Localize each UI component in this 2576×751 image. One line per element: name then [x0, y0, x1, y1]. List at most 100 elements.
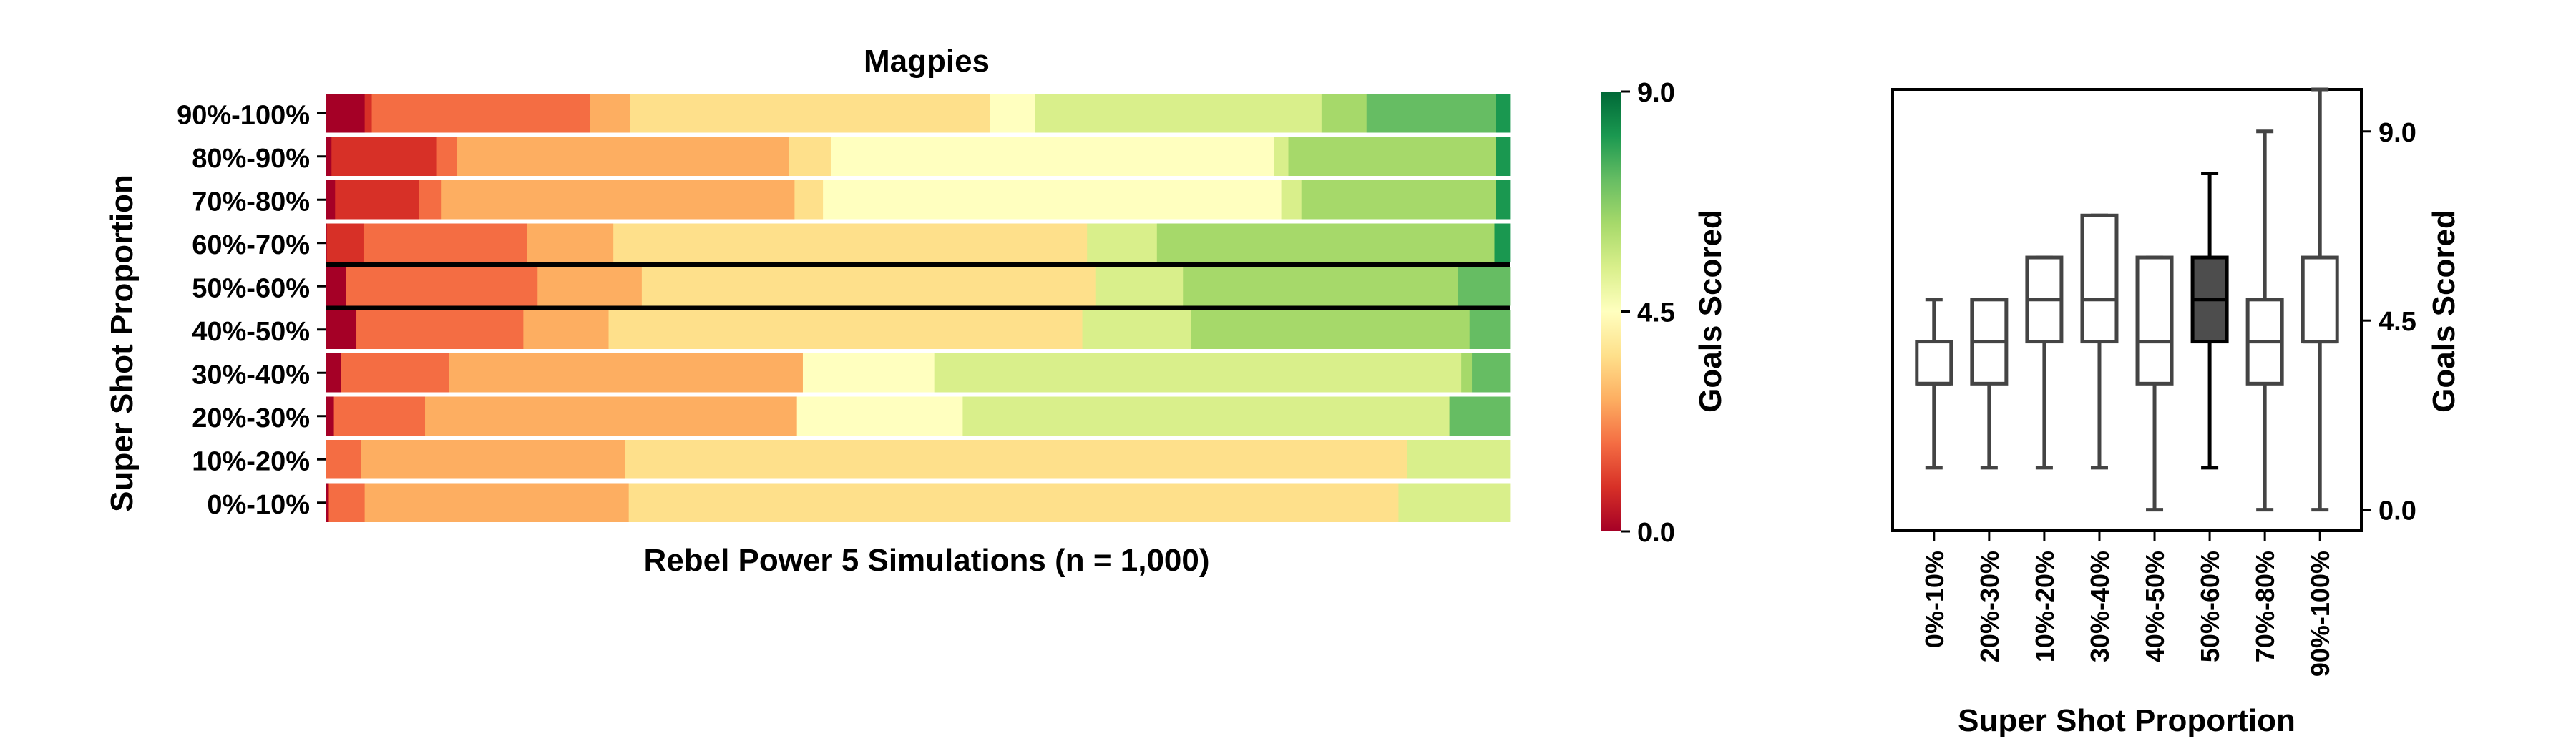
bar-segment-40-50-8 [1469, 310, 1511, 349]
box-0-10 [1915, 298, 1953, 470]
colorbar-ticks: 0.0 4.5 9.0 [1621, 78, 1675, 548]
bar-segment-60-70-2 [363, 223, 527, 262]
bar-segment-50-60-6 [1095, 267, 1184, 306]
colorbar-tick-label: 9.0 [1637, 78, 1675, 108]
box-y-tick-label: 0.0 [2379, 496, 2416, 526]
box-x-label-30-40: 30%-40% [2085, 551, 2114, 662]
box-70-80 [2245, 129, 2284, 512]
box-10-20 [2025, 255, 2064, 470]
bar-segment-0-10-6 [1398, 483, 1511, 522]
bar-segment-70-80-5 [823, 180, 1282, 220]
bar-segment-50-60-7 [1183, 267, 1458, 306]
bar-segment-30-40-8 [1472, 353, 1511, 393]
bar-segment-30-40-7 [1461, 353, 1473, 393]
bar-segment-20-30-6 [962, 396, 1450, 436]
box-40-50 [2135, 255, 2174, 512]
bar-segment-30-40-6 [934, 353, 1462, 393]
bar-row-50-60 [326, 267, 1511, 306]
box-x-label-40-50: 40%-50% [2140, 551, 2170, 662]
bar-segment-80-90-6 [1274, 137, 1289, 176]
bar-segment-80-90-4 [789, 137, 832, 176]
box-20-30 [1970, 298, 2009, 470]
bar-segment-90-100-4 [630, 94, 990, 133]
bar-row-0-10 [326, 483, 1511, 522]
bar-rows [326, 94, 1511, 522]
category-label-30-40: 30%-40% [192, 360, 310, 390]
bar-segment-10-20-4 [625, 440, 1407, 479]
bar-segment-10-20-2 [326, 440, 362, 479]
bar-segment-60-70-9 [1494, 223, 1511, 262]
bar-segment-70-80-9 [1496, 180, 1511, 220]
bar-segment-20-30-8 [1449, 396, 1511, 436]
colorbar-label: Goals Scored [1693, 210, 1728, 413]
bar-segment-0-10-0 [326, 483, 328, 522]
category-label-60-70: 60%-70% [192, 230, 310, 260]
bar-segment-60-70-3 [527, 223, 614, 262]
bar-segment-20-30-5 [796, 396, 963, 436]
bar-segment-70-80-6 [1281, 180, 1302, 220]
colorbar-tick-label: 0.0 [1637, 518, 1675, 548]
box-x-label-10-20: 10%-20% [2030, 551, 2059, 662]
box-plot-y-axis-label: Goals Scored [2426, 210, 2462, 413]
box-x-label-90-100: 90%-100% [2306, 551, 2335, 677]
box-x-label-70-80: 70%-80% [2250, 551, 2280, 662]
bar-segment-80-90-3 [457, 137, 789, 176]
bar-segment-50-60-2 [346, 267, 538, 306]
bar-segment-40-50-6 [1082, 310, 1192, 349]
box-x-label-0-10: 0%-10% [1920, 551, 1949, 648]
bar-segment-30-40-2 [341, 353, 449, 393]
bar-segment-30-40-0 [326, 353, 341, 393]
bar-segment-50-60-3 [537, 267, 643, 306]
bar-segment-40-50-3 [523, 310, 609, 349]
bar-row-40-50 [326, 310, 1511, 349]
bar-segment-20-30-0 [326, 396, 334, 436]
stacked-bar-chart: Magpies 0%-10% 10%-20% 20%-30% 30%-40% 40%-5… [104, 44, 1511, 578]
bar-segment-20-30-3 [425, 396, 798, 436]
bar-segment-60-70-4 [613, 223, 1088, 262]
box-y-tick-label: 9.0 [2379, 118, 2416, 148]
box-iqr [2135, 255, 2174, 386]
bar-segment-50-60-8 [1458, 267, 1511, 306]
box-50-60 [2190, 172, 2229, 470]
bar-segment-80-90-9 [1496, 137, 1511, 176]
bar-segment-60-70-0 [326, 223, 328, 262]
bar-row-60-70 [326, 223, 1511, 262]
bar-segment-10-20-3 [361, 440, 626, 479]
bar-segment-70-80-1 [335, 180, 420, 220]
chart-title: Magpies [864, 44, 990, 79]
y-axis-label: Super Shot Proportion [104, 175, 140, 512]
box-plot-chart: 0.0 4.5 9.0 0%-10% 20%-30% 10%-20% 30%-40% 40%… [1891, 87, 2462, 738]
bar-segment-20-30-2 [333, 396, 426, 436]
category-label-40-50: 40%-50% [192, 317, 310, 347]
category-label-70-80: 70%-80% [192, 187, 310, 217]
bar-segment-0-10-4 [628, 483, 1399, 522]
bar-segment-0-10-2 [328, 483, 366, 522]
bar-segment-40-50-7 [1191, 310, 1470, 349]
bar-row-90-100 [326, 94, 1511, 133]
box-iqr [1915, 340, 1953, 386]
bar-segment-90-100-3 [590, 94, 630, 133]
category-label-80-90: 80%-90% [192, 144, 310, 174]
bar-segment-70-80-3 [441, 180, 795, 220]
bar-segment-60-70-1 [326, 223, 364, 262]
colorbar-gradient [1601, 92, 1621, 531]
bar-segment-60-70-7 [1156, 223, 1495, 262]
bar-row-70-80 [326, 180, 1511, 220]
box-plot-x-axis-label: Super Shot Proportion [1958, 703, 2296, 738]
bar-segment-80-90-0 [326, 137, 332, 176]
bar-segment-90-100-6 [1035, 94, 1322, 133]
box-plot-x-ticks: 0%-10% 20%-30% 10%-20% 30%-40% 40%-50% 50%-60… [1920, 531, 2335, 677]
bar-segment-40-50-4 [608, 310, 1083, 349]
box-plot-y-ticks: 0.0 4.5 9.0 [2361, 118, 2416, 526]
bar-segment-90-100-9 [1496, 94, 1511, 133]
box-y-tick-label: 4.5 [2379, 307, 2416, 337]
bar-row-10-20 [326, 440, 1511, 479]
bar-segment-90-100-1 [364, 94, 372, 133]
box-iqr [2080, 213, 2119, 344]
category-tick-labels: 0%-10% 10%-20% 20%-30% 30%-40% 40%-50% 50%-60… [177, 100, 326, 520]
bar-segment-0-10-3 [364, 483, 630, 522]
bar-row-30-40 [326, 353, 1511, 393]
bar-segment-70-80-2 [419, 180, 442, 220]
bar-segment-70-80-7 [1301, 180, 1496, 220]
